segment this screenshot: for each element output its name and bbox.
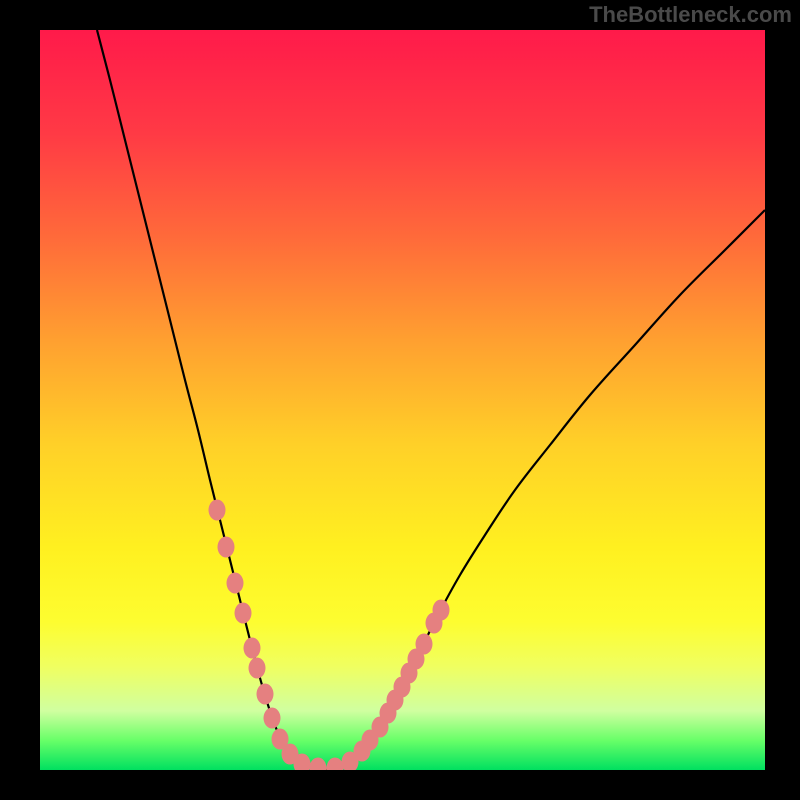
data-marker	[218, 537, 235, 558]
data-marker	[433, 600, 450, 621]
data-marker	[235, 603, 252, 624]
data-marker	[264, 708, 281, 729]
data-marker	[249, 658, 266, 679]
data-marker	[257, 684, 274, 705]
chart-svg	[40, 30, 765, 770]
curve-left	[97, 30, 322, 769]
watermark-text: TheBottleneck.com	[589, 2, 792, 28]
curve-right	[322, 210, 765, 769]
data-marker	[416, 634, 433, 655]
data-marker	[244, 638, 261, 659]
data-marker	[310, 758, 327, 771]
data-marker	[227, 573, 244, 594]
data-marker	[327, 758, 344, 771]
data-marker	[209, 500, 226, 521]
